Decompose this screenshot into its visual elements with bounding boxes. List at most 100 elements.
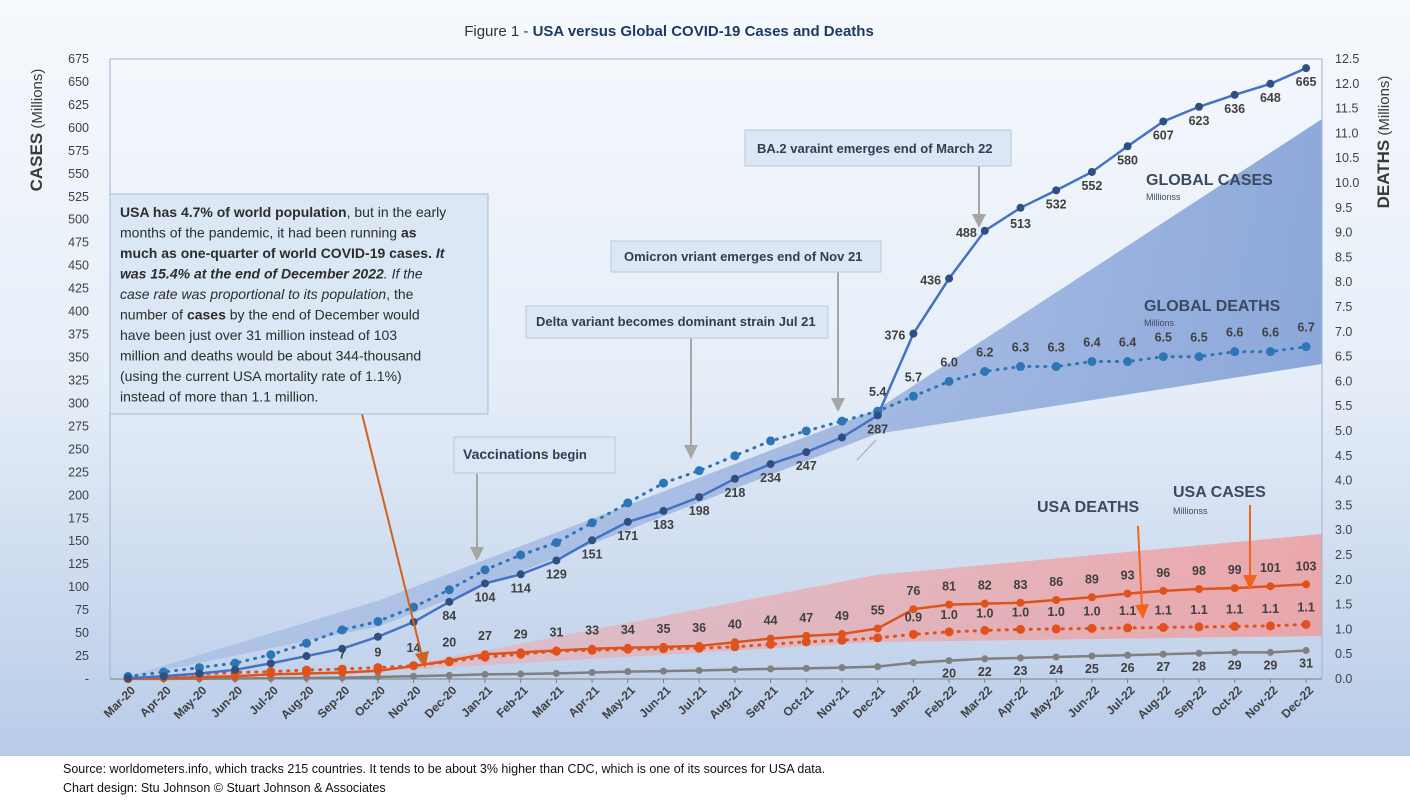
annotation-box-segment: was 15.4% at the end of December 2022 [120, 266, 384, 282]
y-right-tick-label: 6.5 [1335, 350, 1352, 364]
data-label-usa_cases: 76 [906, 584, 920, 598]
annotation-omicron: Omicron vriant emerges end of Nov 21 [610, 240, 882, 273]
y-right-tick-label: 10.5 [1335, 151, 1359, 165]
label-usa-cases: USA CASES [1173, 484, 1266, 501]
footer-background [0, 756, 1410, 806]
data-label-usa_cases: 29 [514, 627, 528, 641]
data-point-proportional [802, 664, 810, 672]
y-right-tick-label: 12.5 [1335, 52, 1359, 66]
y-right-tick-label: 2.5 [1335, 548, 1352, 562]
data-point-global_cases [159, 672, 168, 681]
data-point-usa_cases [373, 666, 382, 675]
data-point-usa_cases [659, 642, 668, 651]
svg-text:BA.2 varaint emerges end of Ma: BA.2 varaint emerges end of March 22 [757, 141, 993, 156]
y-right-tick-label: 11.5 [1335, 102, 1358, 116]
data-label-usa_cases: 98 [1192, 564, 1206, 578]
data-point-proportional [552, 669, 560, 677]
y-left-tick-label: 75 [75, 603, 89, 617]
y-right-tick-label: 1.5 [1335, 598, 1352, 612]
data-label-global_deaths: 6.4 [1083, 336, 1100, 350]
annotation-box-line: have been just over 31 million instead o… [120, 327, 397, 343]
data-point-global_deaths [302, 638, 311, 648]
data-point-proportional [1017, 654, 1024, 662]
data-point-usa_cases [1195, 584, 1203, 593]
data-point-global_deaths [908, 391, 918, 401]
data-point-usa_cases [266, 670, 275, 679]
data-label-global_deaths: 5.4 [869, 385, 886, 399]
data-label-global_deaths: 6.3 [1012, 341, 1029, 355]
data-label-global_deaths: 6.2 [976, 345, 993, 359]
callout-arrows [361, 166, 1257, 668]
data-point-usa_deaths [1016, 624, 1025, 634]
data-point-usa_deaths [1265, 621, 1275, 631]
design-note: Chart design: Stu Johnson © Stuart Johns… [63, 781, 386, 795]
label-global-cases-unit: Millionss [1146, 192, 1181, 202]
data-label-usa_cases: 103 [1296, 559, 1317, 573]
data-point-usa_cases [1087, 593, 1096, 602]
data-point-global_deaths [480, 565, 490, 575]
data-point-global_deaths [587, 518, 597, 528]
data-point-global_cases [1230, 90, 1239, 99]
data-point-usa_cases [445, 656, 454, 665]
data-label-usa_cases: 20 [442, 636, 456, 650]
data-point-usa_cases [1230, 584, 1239, 593]
data-point-global_deaths [444, 585, 454, 595]
y-right-tick-label: 7.5 [1335, 300, 1352, 314]
data-point-global_cases [338, 644, 347, 653]
data-point-proportional [1124, 651, 1132, 659]
data-point-global_cases [1087, 167, 1096, 176]
data-label-global_cases: 665 [1296, 75, 1317, 89]
data-label-global_cases: 623 [1189, 114, 1210, 128]
series-line-usa_cases [127, 583, 1307, 681]
data-point-usa_cases [1016, 598, 1025, 607]
data-label-usa_deaths: 1.1 [1297, 600, 1314, 614]
data-label-global_deaths: 6.7 [1297, 321, 1314, 335]
data-point-proportional [731, 666, 739, 674]
annotation-box-segment: have been just over 31 million instead o… [120, 327, 397, 343]
data-label-usa_cases: 93 [1121, 569, 1135, 583]
y-right-tick-label: 0.5 [1335, 647, 1352, 661]
data-label-global_cases: 183 [653, 518, 674, 532]
data-point-global_deaths [1087, 357, 1097, 367]
y-left-tick-label: 575 [68, 144, 89, 158]
data-point-global_cases [909, 329, 918, 338]
data-point-usa_cases [623, 643, 632, 652]
data-point-proportional [1088, 652, 1096, 660]
data-point-global_deaths [230, 658, 240, 668]
y-left-tick-label: 25 [75, 649, 89, 663]
data-point-global_cases [1159, 117, 1168, 126]
svg-text:Omicron vriant emerges end of: Omicron vriant emerges end of Nov 21 [624, 249, 862, 264]
data-point-usa_cases [730, 638, 739, 647]
data-point-global_deaths [944, 376, 954, 386]
data-label-proportional: 23 [1014, 664, 1028, 678]
data-point-global_deaths [694, 466, 704, 476]
data-label-usa_cases: 7 [339, 648, 346, 662]
annotation-vaccinations: Vaccinations begin [453, 436, 616, 474]
data-label-global_deaths: 6.5 [1155, 331, 1172, 345]
data-label-usa_deaths: 1.1 [1119, 604, 1136, 618]
annotation-box-segment: number of [120, 307, 187, 323]
data-point-usa_cases [980, 599, 989, 608]
data-label-global_cases: 247 [796, 459, 817, 473]
y-left-tick-label: 425 [68, 282, 89, 296]
data-point-global_cases [588, 536, 597, 545]
data-point-usa_deaths [837, 635, 847, 645]
data-label-usa_cases: 55 [871, 603, 885, 617]
data-point-global_cases [659, 506, 668, 515]
y-left-tick-label: 650 [68, 75, 89, 89]
data-point-usa_deaths [1123, 623, 1133, 633]
annotation-box-segment: cases [187, 307, 226, 323]
data-label-global_cases: 129 [546, 568, 567, 582]
data-point-global_deaths [1194, 352, 1204, 362]
data-label-global_cases: 552 [1081, 179, 1102, 193]
annotation-ba2: BA.2 varaint emerges end of March 22 [744, 129, 1012, 167]
data-label-proportional: 26 [1121, 661, 1135, 675]
data-label-global_deaths: 6.6 [1262, 326, 1279, 340]
label-global-deaths: GLOBAL DEATHS [1144, 298, 1281, 315]
y-right-tick-label: 1.0 [1335, 622, 1352, 636]
data-label-usa_cases: 49 [835, 609, 849, 623]
data-label-global_deaths: 5.7 [905, 370, 922, 384]
label-usa-cases-unit: Millionss [1173, 506, 1208, 516]
data-label-proportional: 27 [1156, 660, 1170, 674]
data-label-usa_cases: 89 [1085, 572, 1099, 586]
